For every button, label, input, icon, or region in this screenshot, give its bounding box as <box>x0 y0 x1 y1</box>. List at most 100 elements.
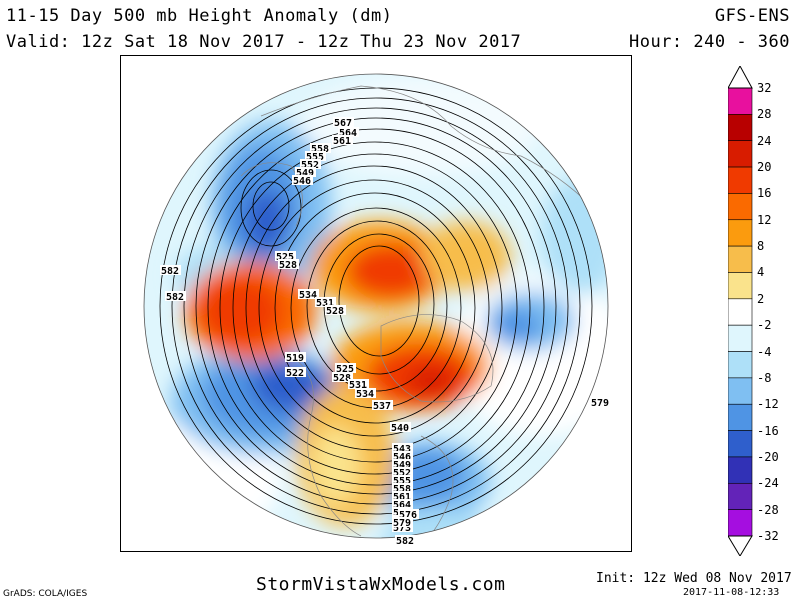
svg-text:549: 549 <box>393 460 411 471</box>
colorbar-label: -4 <box>757 344 772 359</box>
colorbar-label: -2 <box>757 318 772 333</box>
colorbar-top-arrow <box>728 66 753 89</box>
anomaly-field <box>144 76 608 538</box>
colorbar-swatch <box>728 324 753 352</box>
height-label: 534 <box>355 388 376 400</box>
height-label: 549 <box>295 167 316 179</box>
colorbar-label: 12 <box>757 212 772 227</box>
colorbar-swatch <box>728 377 753 405</box>
svg-text:582: 582 <box>166 292 184 303</box>
forecast-hour: Hour: 240 - 360 <box>628 32 790 52</box>
colorbar-swatch <box>728 482 753 510</box>
model-name: GFS-ENS <box>714 6 790 26</box>
svg-text:522: 522 <box>286 368 304 379</box>
anomaly-colorbar <box>728 66 753 556</box>
svg-text:555: 555 <box>306 152 324 163</box>
height-label: 582 <box>165 291 186 303</box>
svg-text:561: 561 <box>393 492 411 503</box>
height-label: 552 <box>300 159 321 171</box>
height-label: 546 <box>292 175 313 187</box>
svg-text:558: 558 <box>311 144 329 155</box>
colorbar-label: 20 <box>757 160 772 175</box>
height-label: 567 <box>333 117 354 129</box>
run-timestamp: 2017-11-08-12:33 <box>683 587 780 598</box>
colorbar-swatch <box>728 140 753 168</box>
svg-text:567: 567 <box>334 118 352 129</box>
height-anomaly-map: 567 564 561 558 555 552 549 546 525 528 582 582 534 5… <box>120 55 632 552</box>
svg-text:528: 528 <box>326 306 344 317</box>
height-label: 552 <box>392 467 413 479</box>
colorbar-swatch <box>728 509 753 537</box>
colorbar-label: 32 <box>757 81 772 95</box>
svg-text:579: 579 <box>393 518 411 529</box>
colorbar-swatch <box>728 456 753 484</box>
colorbar-swatch <box>728 298 753 326</box>
svg-text:549: 549 <box>296 168 314 179</box>
height-label: 582 <box>395 535 416 547</box>
colorbar-label: 24 <box>757 133 772 148</box>
height-label: 555 <box>392 475 413 487</box>
height-label: 546 <box>392 451 413 463</box>
height-label: 531 <box>348 379 369 391</box>
website-link[interactable]: StormVistaWxModels.com <box>256 574 506 595</box>
svg-text:546: 546 <box>393 452 411 463</box>
colorbar-swatch <box>728 245 753 273</box>
map-title: 11-15 Day 500 mb Height Anomaly (dm) <box>6 6 393 26</box>
svg-text:534: 534 <box>356 389 374 400</box>
colorbar-label: 16 <box>757 186 772 201</box>
colorbar-label: -16 <box>757 423 779 438</box>
svg-text:537: 537 <box>373 401 391 412</box>
colorbar-swatch <box>728 430 753 458</box>
init-time: Init: 12z Wed 08 Nov 2017 <box>596 571 792 586</box>
svg-text:531: 531 <box>349 380 367 391</box>
colorbar-swatch <box>728 272 753 300</box>
colorbar-label: -12 <box>757 397 779 412</box>
svg-text:576: 576 <box>399 510 417 521</box>
colorbar-swatch <box>728 403 753 431</box>
height-label: 579 <box>590 397 611 409</box>
colorbar-swatch <box>728 351 753 379</box>
colorbar-bottom-arrow <box>728 535 753 556</box>
height-label: 582 <box>160 265 181 277</box>
height-label: 561 <box>332 135 353 147</box>
svg-text:519: 519 <box>286 353 304 364</box>
colorbar-label: 2 <box>757 291 765 306</box>
colorbar-label: -20 <box>757 449 779 464</box>
svg-text:546: 546 <box>293 176 311 187</box>
colorbar-swatch <box>728 193 753 221</box>
height-label: 531 <box>315 297 336 309</box>
valid-period: Valid: 12z Sat 18 Nov 2017 - 12z Thu 23 … <box>6 32 522 52</box>
height-contours <box>159 87 593 525</box>
height-label: 579 <box>392 517 413 529</box>
height-label: 525 <box>335 363 356 375</box>
height-label: 528 <box>278 259 299 271</box>
colorbar-label: 8 <box>757 239 765 254</box>
colorbar-label: -8 <box>757 370 772 385</box>
colorbar-label: 4 <box>757 265 765 280</box>
colorbar-swatch <box>728 114 753 142</box>
colorbar-label: 28 <box>757 107 772 122</box>
svg-text:531: 531 <box>316 298 334 309</box>
height-label: 540 <box>390 422 411 434</box>
svg-text:534: 534 <box>299 290 317 301</box>
height-label: 561 <box>392 491 413 503</box>
height-label: 558 <box>310 143 331 155</box>
svg-text:558: 558 <box>393 484 411 495</box>
svg-text:528: 528 <box>279 260 297 271</box>
colorbar-swatch <box>728 87 753 115</box>
height-label: 528 <box>332 372 353 384</box>
height-label: 528 <box>325 305 346 317</box>
height-label: 564 <box>338 127 359 139</box>
svg-text:582: 582 <box>161 266 179 277</box>
height-label: 555 <box>305 151 326 163</box>
svg-text:528: 528 <box>333 373 351 384</box>
svg-text:555: 555 <box>393 476 411 487</box>
svg-text:525: 525 <box>276 252 294 263</box>
svg-text:540: 540 <box>391 423 409 434</box>
colorbar-label: -32 <box>757 529 779 543</box>
height-label: 576 <box>398 509 419 521</box>
height-label: 519 <box>285 352 306 364</box>
height-label: 543 <box>392 443 413 455</box>
colorbar-swatch <box>728 219 753 247</box>
